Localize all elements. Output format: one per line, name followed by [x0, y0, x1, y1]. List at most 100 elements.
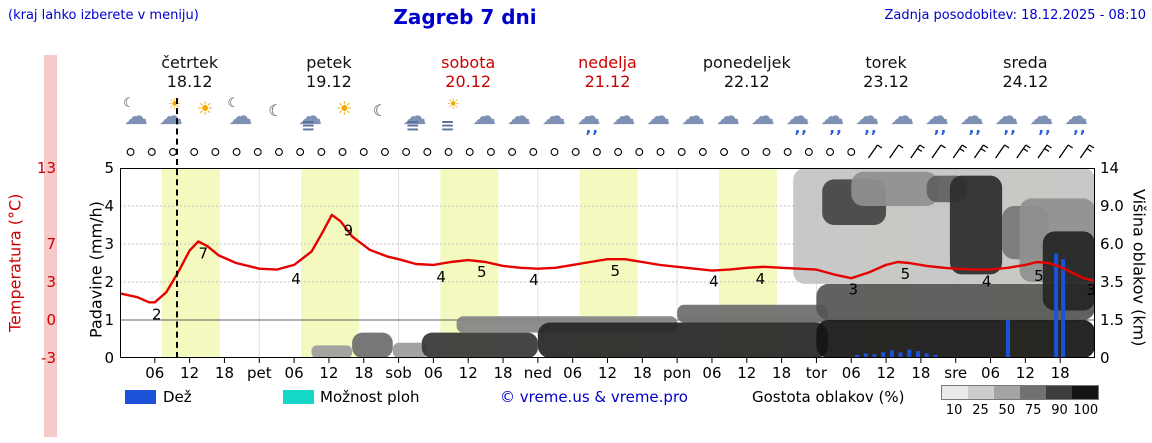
calm-wind-icon: [147, 148, 156, 156]
wind-barb-icon: [867, 144, 883, 159]
cloud-region: [816, 320, 1095, 358]
density-scale-segment: [1020, 386, 1046, 399]
daylight-band: [161, 168, 220, 358]
temperature-point-label: 4: [982, 273, 992, 291]
x-tick-label: 06: [841, 364, 861, 382]
calm-wind-icon: [317, 148, 326, 156]
x-tick-label: 12: [737, 364, 757, 382]
precip-tick: 3: [104, 235, 114, 253]
calm-wind-icon: [592, 148, 601, 156]
temperature-axis-strip: [44, 55, 57, 437]
cloud-region: [311, 345, 353, 358]
calm-wind-icon: [190, 148, 199, 156]
x-tick-label: 12: [319, 364, 339, 382]
wind-barb-icon: [1016, 144, 1031, 159]
cloud-icon: ☁: [541, 102, 566, 130]
shower-legend-label: Možnost ploh: [320, 388, 420, 406]
precip-tick: 1: [104, 311, 114, 329]
x-tick-label: 12: [458, 364, 478, 382]
moon-icon: ☾: [268, 101, 283, 120]
rain-bar: [898, 352, 903, 358]
calm-wind-icon: [465, 148, 474, 156]
rain-bar: [907, 349, 912, 358]
temperature-point-label: 4: [756, 270, 766, 288]
calm-wind-icon: [338, 148, 347, 156]
calm-wind-icon: [826, 148, 835, 156]
calm-wind-icon: [550, 148, 559, 156]
x-tick-label: 18: [1050, 364, 1070, 382]
day-date: 22.12: [723, 72, 770, 91]
day-date: 18.12: [166, 72, 213, 91]
calm-wind-icon: [232, 148, 241, 156]
day-name: četrtek: [161, 53, 219, 72]
day-header-sreda: sreda 24.12: [956, 53, 1095, 91]
wind-barb-icon: [910, 144, 925, 159]
day-header-ponedeljek: ponedeljek 22.12: [677, 53, 816, 91]
density-scale-tick: 100: [1073, 403, 1099, 418]
calm-wind-icon: [677, 148, 686, 156]
x-tick-label: 18: [911, 364, 931, 382]
fog-icon: ☁ ≡: [298, 102, 323, 136]
copyright-link[interactable]: © vreme.us & vreme.pro: [500, 388, 688, 406]
calm-wind-icon: [423, 148, 432, 156]
calm-wind-icon: [380, 148, 389, 156]
rain-bar: [889, 350, 894, 358]
cloud-height-tick: 14: [1100, 159, 1120, 177]
density-scale-tick: 90: [1051, 403, 1068, 418]
wind-barb-icon: [889, 144, 904, 159]
cloud-height-tick: 3.5: [1100, 273, 1124, 291]
x-tick-label: 18: [772, 364, 792, 382]
x-tick-label: 12: [876, 364, 896, 382]
cloud-rain-icon: ☁,,: [576, 102, 601, 137]
rain-bar: [1005, 320, 1010, 358]
wind-barb-icon: [995, 144, 1010, 159]
temperature-tick: 13: [36, 159, 56, 177]
cloud-rain-icon: ☁,,: [855, 102, 880, 137]
rain-legend-label: Dež: [163, 388, 192, 406]
temperature-line: [120, 213, 1095, 304]
density-scale-segment: [994, 386, 1020, 399]
density-scale-segment: [968, 386, 994, 399]
day-date: 21.12: [584, 72, 631, 91]
cloud-height-tick: 6.0: [1100, 235, 1124, 253]
x-tick-label: 06: [980, 364, 1001, 382]
temperature-point-label: 2: [152, 305, 162, 323]
density-scale-tick: 50: [998, 403, 1016, 418]
calm-wind-icon: [508, 148, 517, 156]
day-header-torek: torek 23.12: [816, 53, 955, 91]
x-tick-label: 18: [632, 364, 652, 382]
temperature-point-label: 5: [611, 262, 621, 280]
day-header-petek: petek 19.12: [259, 53, 398, 91]
x-tick-label: 12: [180, 364, 200, 382]
calm-wind-icon: [783, 148, 792, 156]
temperature-tick: 0: [46, 311, 56, 329]
sun-cloud-icon: ☀ ☁: [158, 95, 183, 130]
moon-cloud-icon: ☾ ☁: [123, 96, 148, 130]
cloud-region: [421, 332, 538, 358]
x-tick-label: 12: [1015, 364, 1035, 382]
x-tick-label: 18: [354, 364, 374, 382]
cloud-rain-icon: ☁,,: [1064, 102, 1089, 137]
density-scale-segment: [942, 386, 968, 399]
day-date: 24.12: [1002, 72, 1049, 91]
x-tick-label: 06: [423, 364, 443, 382]
cloud-density-scale: [941, 385, 1099, 400]
temperature-point-label: 7: [198, 244, 208, 262]
rain-bar: [863, 353, 868, 358]
rain-bar: [1061, 259, 1066, 358]
calm-wind-icon: [614, 148, 623, 156]
rain-bar: [915, 351, 920, 358]
calm-wind-icon: [847, 148, 856, 156]
x-tick-label: 06: [145, 364, 165, 382]
calm-wind-icon: [402, 148, 411, 156]
moon-cloud-icon: ☾ ☁: [227, 96, 253, 130]
daylight-band: [301, 168, 360, 358]
cloud-icon: ☁: [681, 102, 706, 130]
cloud-region: [677, 304, 829, 323]
rain-bar: [1054, 253, 1059, 358]
x-tick-label: pon: [663, 364, 692, 382]
sun-icon: ☀: [335, 98, 353, 120]
cloud-icon: ☁: [750, 102, 775, 130]
sun-icon: ☀: [196, 98, 214, 120]
cloud-icon: ☁: [646, 102, 671, 130]
